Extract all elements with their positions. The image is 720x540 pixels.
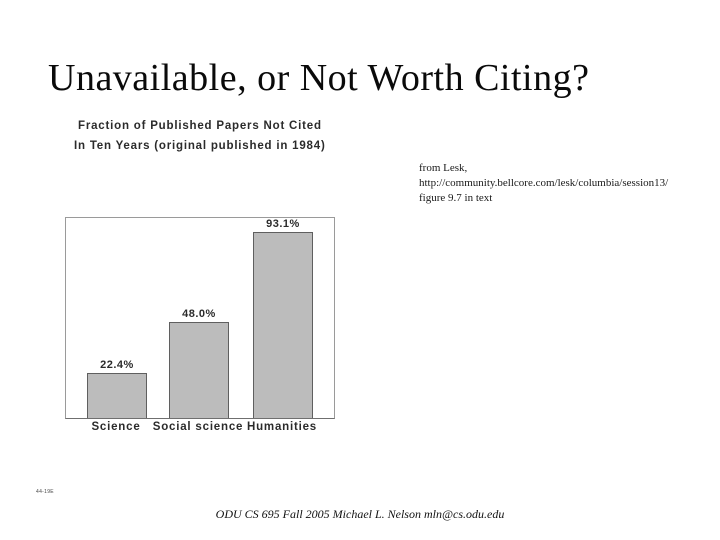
bar-value-label-social-science: 48.0%: [182, 308, 216, 320]
citation-line-3: figure 9.7 in text: [419, 192, 493, 204]
axis-label-humanities: Humanities: [247, 421, 317, 433]
bar-value-label-humanities: 93.1%: [266, 218, 300, 230]
citation-line-1: from Lesk,: [419, 162, 468, 174]
bar-science: [87, 373, 147, 418]
axis-label-social-science: Social science: [152, 421, 244, 433]
bar-humanities: [253, 232, 313, 418]
bar-social-science: [169, 322, 229, 418]
bar-value-label-science: 22.4%: [100, 359, 134, 371]
chart-plot-area: 22.4% 48.0% 93.1%: [65, 217, 335, 419]
slide-title: Unavailable, or Not Worth Citing?: [48, 57, 590, 99]
scan-artifact-text: 44-19E: [36, 489, 54, 495]
chart-title-line-1: Fraction of Published Papers Not Cited: [78, 120, 322, 132]
citation-url: http://community.bellcore.com/lesk/colum…: [419, 177, 669, 189]
slide-footer: ODU CS 695 Fall 2005 Michael L. Nelson m…: [215, 507, 505, 521]
source-citation: from Lesk, http://community.bellcore.com…: [419, 161, 709, 206]
chart-title-line-2: In Ten Years (original published in 1984…: [74, 140, 326, 152]
axis-label-science: Science: [91, 421, 141, 433]
